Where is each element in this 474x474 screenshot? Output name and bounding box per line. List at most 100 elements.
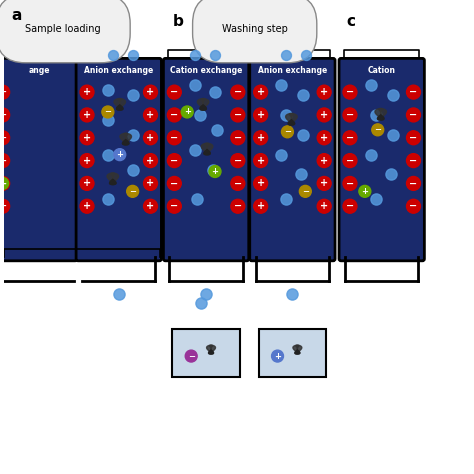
Circle shape: [209, 165, 221, 177]
Circle shape: [231, 176, 245, 191]
Text: Cation exchange: Cation exchange: [170, 66, 242, 75]
Circle shape: [282, 126, 293, 138]
Point: [283, 52, 290, 59]
Point: [372, 111, 380, 119]
Circle shape: [144, 176, 157, 191]
Text: Anion exchange: Anion exchange: [84, 66, 154, 75]
Polygon shape: [200, 105, 206, 110]
Text: +: +: [211, 167, 219, 176]
Text: +: +: [146, 201, 155, 211]
Polygon shape: [124, 133, 131, 143]
Circle shape: [80, 199, 94, 213]
Circle shape: [343, 85, 357, 99]
Circle shape: [127, 185, 138, 197]
Point: [202, 290, 210, 297]
Polygon shape: [377, 115, 384, 120]
Text: −: −: [0, 155, 7, 165]
Text: −: −: [346, 155, 354, 165]
Circle shape: [407, 154, 420, 167]
Polygon shape: [204, 150, 210, 155]
Point: [191, 82, 199, 89]
Circle shape: [254, 108, 268, 122]
Polygon shape: [197, 99, 205, 108]
Point: [300, 91, 307, 99]
Circle shape: [0, 199, 9, 213]
Text: +: +: [320, 110, 328, 120]
Circle shape: [80, 131, 94, 145]
Polygon shape: [209, 350, 213, 354]
Polygon shape: [117, 105, 123, 110]
Text: −: −: [0, 87, 7, 97]
Circle shape: [407, 85, 420, 99]
Point: [389, 91, 396, 99]
Circle shape: [254, 85, 268, 99]
Circle shape: [80, 154, 94, 167]
Circle shape: [231, 131, 245, 145]
Text: +: +: [146, 133, 155, 143]
Text: +: +: [256, 178, 264, 189]
Point: [300, 131, 307, 138]
Point: [197, 300, 205, 307]
Text: −: −: [410, 178, 418, 189]
Text: +: +: [184, 108, 191, 117]
Text: a: a: [11, 8, 22, 23]
Text: +: +: [83, 201, 91, 211]
Point: [115, 290, 123, 297]
Text: −: −: [170, 133, 178, 143]
Polygon shape: [295, 350, 300, 354]
Text: −: −: [410, 201, 418, 211]
Polygon shape: [200, 105, 206, 110]
Point: [213, 126, 221, 134]
Circle shape: [343, 199, 357, 213]
Text: +: +: [146, 178, 155, 189]
Polygon shape: [122, 140, 129, 145]
Circle shape: [343, 108, 357, 122]
Point: [289, 290, 296, 297]
Text: +: +: [146, 155, 155, 165]
Circle shape: [343, 131, 357, 145]
Circle shape: [317, 199, 331, 213]
FancyBboxPatch shape: [164, 58, 249, 261]
Circle shape: [317, 131, 331, 145]
Circle shape: [317, 154, 331, 167]
Point: [129, 91, 137, 99]
Circle shape: [167, 176, 181, 191]
Text: Cation: Cation: [368, 66, 396, 75]
Circle shape: [317, 85, 331, 99]
Circle shape: [80, 108, 94, 122]
Polygon shape: [201, 99, 209, 108]
Circle shape: [272, 350, 283, 362]
Circle shape: [167, 108, 181, 122]
Circle shape: [167, 199, 181, 213]
Polygon shape: [204, 150, 210, 155]
Circle shape: [0, 154, 9, 167]
Polygon shape: [114, 99, 122, 108]
Point: [129, 52, 137, 59]
Circle shape: [407, 176, 420, 191]
Circle shape: [80, 176, 94, 191]
Polygon shape: [109, 180, 116, 184]
Polygon shape: [120, 133, 128, 143]
Point: [104, 116, 112, 124]
Point: [191, 52, 199, 59]
Polygon shape: [296, 345, 302, 353]
Text: −: −: [188, 352, 195, 361]
Text: +: +: [83, 87, 91, 97]
Circle shape: [144, 154, 157, 167]
Polygon shape: [117, 105, 123, 110]
Circle shape: [407, 108, 420, 122]
Circle shape: [254, 131, 268, 145]
Text: −: −: [410, 87, 418, 97]
Circle shape: [0, 108, 9, 122]
Point: [283, 111, 290, 119]
Point: [104, 86, 112, 94]
Text: +: +: [256, 201, 264, 211]
Polygon shape: [111, 173, 118, 182]
Text: −: −: [170, 155, 178, 165]
Text: +: +: [0, 179, 6, 188]
Point: [211, 52, 219, 59]
Text: +: +: [83, 155, 91, 165]
Polygon shape: [375, 109, 383, 118]
Circle shape: [359, 185, 371, 197]
Text: −: −: [234, 178, 242, 189]
